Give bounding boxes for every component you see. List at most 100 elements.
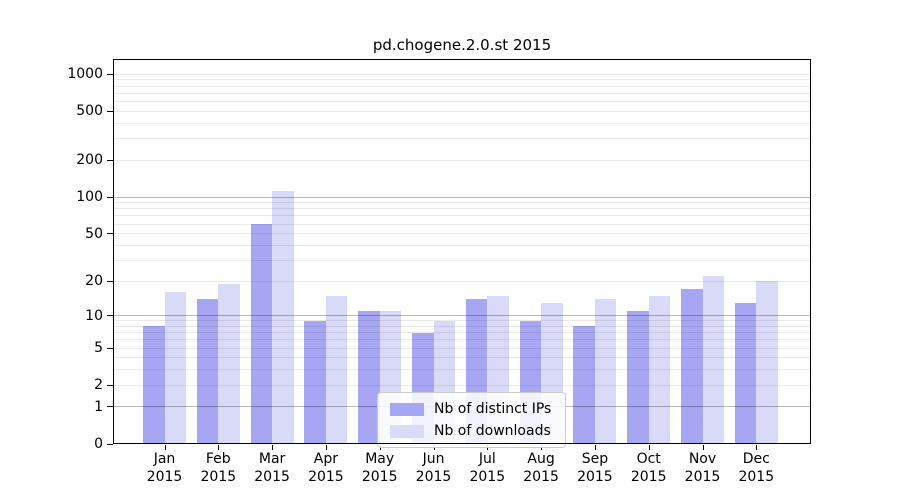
- gridline-minor: [113, 347, 811, 349]
- bar-downloads: [218, 283, 240, 444]
- x-tick-month: May: [365, 451, 395, 467]
- y-tick-label: 1: [94, 398, 103, 415]
- bar-downloads: [272, 191, 294, 444]
- y-tick-mark: [107, 280, 113, 282]
- x-tick-mark: [594, 445, 596, 450]
- legend-swatch-distinct-ips: [390, 402, 424, 416]
- gridline-minor: [113, 259, 811, 261]
- gridline-minor: [113, 208, 811, 210]
- x-tick-year: 2015: [738, 469, 775, 485]
- chart-title: pd.chogene.2.0.st 2015: [372, 36, 552, 54]
- y-tick-mark: [107, 315, 113, 317]
- bar-downloads: [702, 276, 724, 444]
- x-tick-year: 2015: [577, 469, 613, 485]
- x-tick-year: 2015: [523, 469, 559, 485]
- x-tick-month: Mar: [258, 451, 286, 467]
- y-tick-label: 10: [85, 307, 103, 324]
- x-tick-label: Aug 2015: [509, 450, 573, 486]
- bar-downloads: [594, 299, 617, 444]
- gridline-minor: [113, 85, 811, 87]
- gridline-minor: [113, 202, 811, 204]
- x-tick-month: Jan: [153, 451, 176, 467]
- gridline-minor: [113, 110, 811, 112]
- x-tick-year: 2015: [254, 469, 290, 485]
- x-tick-label: Oct 2015: [617, 450, 681, 486]
- bar-downloads: [325, 295, 348, 444]
- legend-item: Nb of distinct IPs: [390, 399, 551, 419]
- x-tick-mark: [325, 445, 327, 450]
- x-tick-label: Dec 2015: [724, 450, 788, 486]
- bar-distinct-ips: [143, 326, 165, 444]
- gridline-minor: [113, 339, 811, 341]
- y-tick-label: 200: [76, 152, 103, 169]
- gridline-minor: [113, 384, 811, 386]
- x-tick-month: Feb: [205, 451, 231, 467]
- gridline-minor: [113, 233, 811, 235]
- gridline-minor: [113, 138, 811, 140]
- x-tick-year: 2015: [684, 469, 721, 485]
- x-tick-mark: [702, 445, 704, 450]
- y-tick-mark: [107, 110, 113, 112]
- gridline-minor: [113, 215, 811, 217]
- gridline-minor: [113, 159, 811, 161]
- y-tick-mark: [107, 406, 113, 408]
- bar-distinct-ips: [681, 289, 703, 444]
- x-tick-year: 2015: [308, 469, 344, 485]
- x-tick-label: Jan 2015: [133, 450, 197, 486]
- x-tick-month: Jun: [422, 451, 445, 467]
- gridline-minor: [113, 73, 811, 75]
- x-tick-mark: [648, 445, 650, 450]
- legend-item: Nb of downloads: [390, 421, 551, 441]
- y-tick-mark: [107, 73, 113, 75]
- x-tick-mark: [218, 445, 220, 450]
- gridline-major: [113, 315, 811, 317]
- gridline-minor: [113, 223, 811, 225]
- gridline-minor: [113, 369, 811, 371]
- x-tick-month: Sep: [581, 451, 609, 467]
- x-tick-mark: [272, 445, 274, 450]
- y-tick-mark: [107, 443, 113, 445]
- x-tick-year: 2015: [361, 469, 398, 485]
- y-tick-label: 2: [94, 377, 103, 394]
- gridline-minor: [113, 244, 811, 246]
- bar-downloads: [756, 281, 778, 444]
- x-tick-label: Feb 2015: [186, 450, 250, 486]
- x-tick-month: Dec: [742, 451, 770, 467]
- x-tick-label: May 2015: [348, 450, 412, 486]
- legend-label: Nb of distinct IPs: [434, 401, 552, 417]
- gridline-minor: [113, 320, 811, 322]
- y-tick-mark: [107, 233, 113, 235]
- bar-distinct-ips: [627, 311, 649, 444]
- gridline-major: [113, 196, 811, 198]
- x-tick-label: Jun 2015: [402, 450, 466, 486]
- bar-distinct-ips: [573, 326, 595, 444]
- legend-swatch-downloads: [390, 424, 424, 438]
- bar-downloads: [164, 292, 186, 444]
- x-tick-label: Nov 2015: [671, 450, 735, 486]
- gridline-minor: [113, 79, 811, 81]
- legend-label: Nb of downloads: [434, 423, 551, 439]
- y-tick-label: 500: [76, 103, 103, 120]
- y-tick-mark: [107, 196, 113, 198]
- gridline-minor: [113, 325, 811, 327]
- gridline-minor: [113, 122, 811, 124]
- x-tick-year: 2015: [146, 469, 183, 485]
- y-tick-label: 0: [94, 436, 103, 452]
- y-tick-label: 5: [94, 340, 103, 357]
- legend: Nb of distinct IPs Nb of downloads: [377, 392, 567, 448]
- y-tick-label: 50: [85, 225, 103, 242]
- bar-distinct-ips: [734, 302, 757, 444]
- gridline-minor: [113, 357, 811, 359]
- bar-distinct-ips: [304, 320, 326, 444]
- x-tick-year: 2015: [415, 469, 452, 485]
- y-tick-label: 100: [76, 189, 103, 206]
- y-tick-mark: [107, 347, 113, 349]
- x-tick-mark: [756, 445, 758, 450]
- gridline-minor: [113, 92, 811, 94]
- x-tick-month: Aug: [527, 451, 555, 467]
- x-tick-month: Jul: [478, 451, 496, 467]
- gridline-minor: [113, 332, 811, 334]
- gridline-minor: [113, 280, 811, 282]
- y-tick-label: 20: [85, 273, 103, 290]
